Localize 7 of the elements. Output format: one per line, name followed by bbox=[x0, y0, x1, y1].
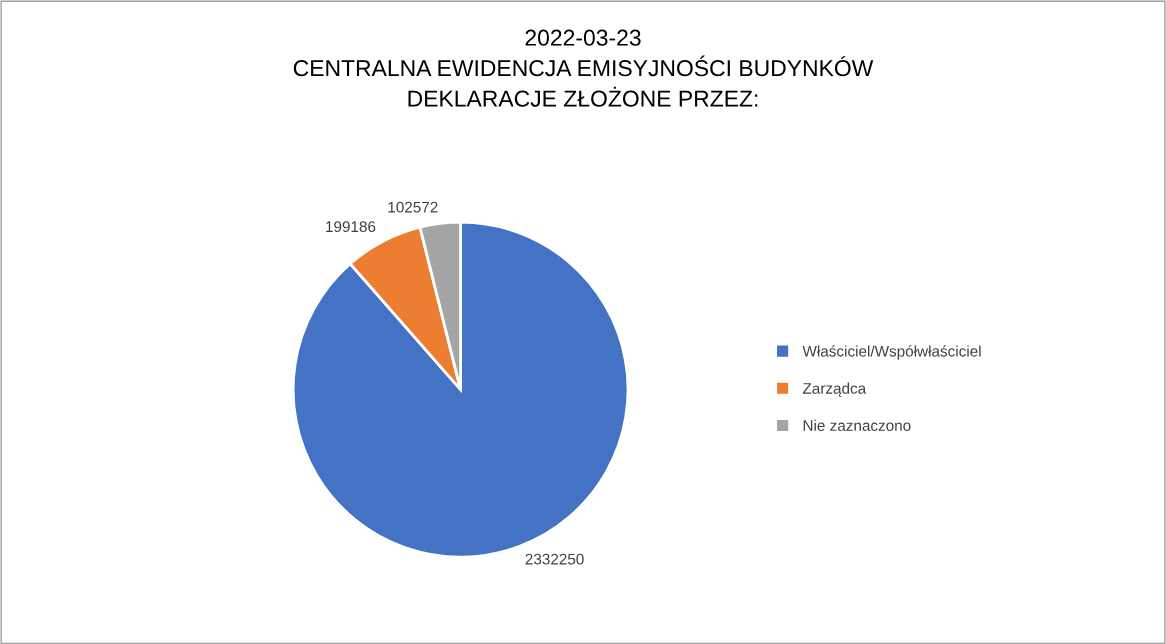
legend-label: Zarządca bbox=[802, 382, 867, 397]
data-label: 199186 bbox=[326, 221, 376, 233]
data-label: 2332250 bbox=[525, 553, 584, 565]
data-label: 102572 bbox=[388, 201, 438, 213]
chart-title: 2022-03-23 CENTRALNA EWIDENCJA EMISYJNOŚCI BUDYNKÓW DEKLARACJE ZŁOŻONE PRZEZ: bbox=[293, 29, 874, 107]
legend-label: Nie zaznaczono bbox=[803, 419, 911, 431]
legend-label: Właściciel/Współwłaściciel bbox=[802, 345, 981, 360]
